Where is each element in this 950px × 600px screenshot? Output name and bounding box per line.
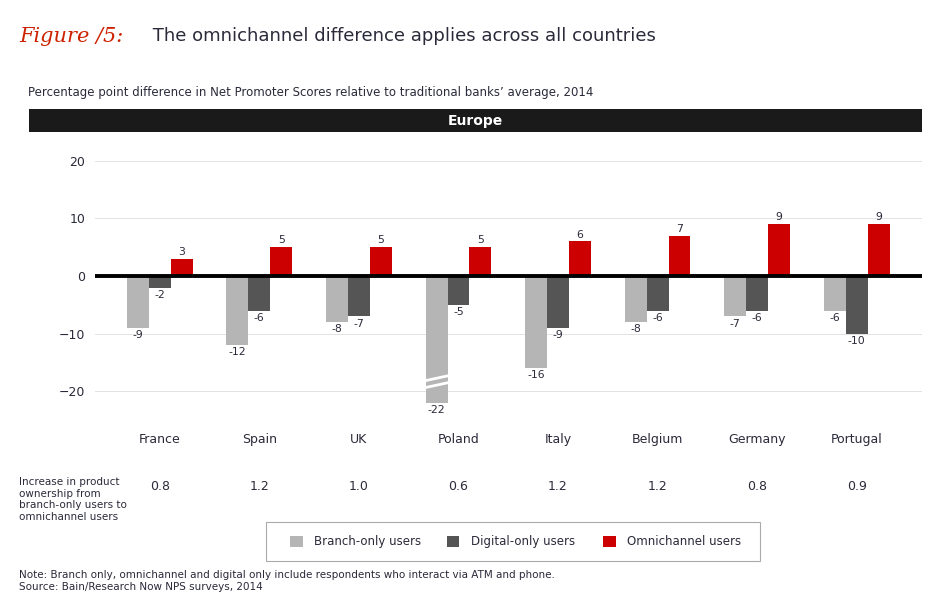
Text: 1.2: 1.2 <box>548 480 568 493</box>
Text: 9: 9 <box>875 212 883 223</box>
Bar <box>469 247 491 276</box>
Text: Source: Bain/Research Now NPS surveys, 2014: Source: Bain/Research Now NPS surveys, 2… <box>19 582 263 592</box>
Text: 5: 5 <box>277 235 285 245</box>
Text: -7: -7 <box>730 319 741 329</box>
Text: Increase in product
ownership from
branch-only users to
omnichannel users: Increase in product ownership from branc… <box>19 477 127 522</box>
Text: -6: -6 <box>653 313 663 323</box>
Text: 1.2: 1.2 <box>648 480 668 493</box>
Text: Figure /5:: Figure /5: <box>19 27 124 46</box>
Text: -9: -9 <box>132 330 143 340</box>
Text: Omnichannel users: Omnichannel users <box>628 535 742 548</box>
Bar <box>370 247 391 276</box>
Text: -2: -2 <box>154 290 165 300</box>
Text: 0.6: 0.6 <box>448 480 468 493</box>
Text: -22: -22 <box>428 405 446 415</box>
Text: Note: Branch only, omnichannel and digital only include respondents who interact: Note: Branch only, omnichannel and digit… <box>19 570 555 580</box>
Text: The omnichannel difference applies across all countries: The omnichannel difference applies acros… <box>147 27 656 45</box>
Bar <box>127 276 149 328</box>
Bar <box>724 276 747 316</box>
Bar <box>669 236 691 276</box>
Text: 1.0: 1.0 <box>349 480 369 493</box>
Bar <box>769 224 790 276</box>
Bar <box>547 276 569 328</box>
Bar <box>426 276 447 403</box>
Text: 0.9: 0.9 <box>846 480 866 493</box>
Bar <box>525 276 547 368</box>
Bar <box>226 276 248 345</box>
Text: -9: -9 <box>553 330 563 340</box>
Text: -12: -12 <box>229 347 246 358</box>
Text: -16: -16 <box>527 370 545 380</box>
Text: -7: -7 <box>353 319 364 329</box>
Bar <box>171 259 193 276</box>
Text: 5: 5 <box>377 235 384 245</box>
Text: Percentage point difference in Net Promoter Scores relative to traditional banks: Percentage point difference in Net Promo… <box>28 86 594 99</box>
Text: -5: -5 <box>453 307 464 317</box>
Text: -8: -8 <box>332 325 342 334</box>
Text: 5: 5 <box>477 235 484 245</box>
Text: 6: 6 <box>577 230 583 240</box>
Text: -8: -8 <box>631 325 641 334</box>
Bar <box>447 276 469 305</box>
Text: Branch-only users: Branch-only users <box>314 535 421 548</box>
Bar <box>867 224 889 276</box>
Text: 7: 7 <box>676 224 683 234</box>
Text: -6: -6 <box>254 313 265 323</box>
Text: 0.8: 0.8 <box>150 480 170 493</box>
Text: -6: -6 <box>829 313 840 323</box>
Bar <box>569 241 591 276</box>
Text: 0.8: 0.8 <box>748 480 768 493</box>
Text: 3: 3 <box>179 247 185 257</box>
Text: 9: 9 <box>775 212 783 223</box>
Bar <box>824 276 846 311</box>
Bar <box>846 276 867 334</box>
Text: 1.2: 1.2 <box>250 480 269 493</box>
Bar <box>747 276 769 311</box>
Bar <box>248 276 270 311</box>
Text: -6: -6 <box>751 313 763 323</box>
Text: Digital-only users: Digital-only users <box>471 535 575 548</box>
Bar <box>149 276 171 287</box>
Text: -10: -10 <box>848 336 865 346</box>
Bar <box>348 276 370 316</box>
Text: Europe: Europe <box>447 113 503 128</box>
Bar <box>326 276 348 322</box>
Bar <box>270 247 293 276</box>
Bar <box>625 276 647 322</box>
Bar <box>647 276 669 311</box>
